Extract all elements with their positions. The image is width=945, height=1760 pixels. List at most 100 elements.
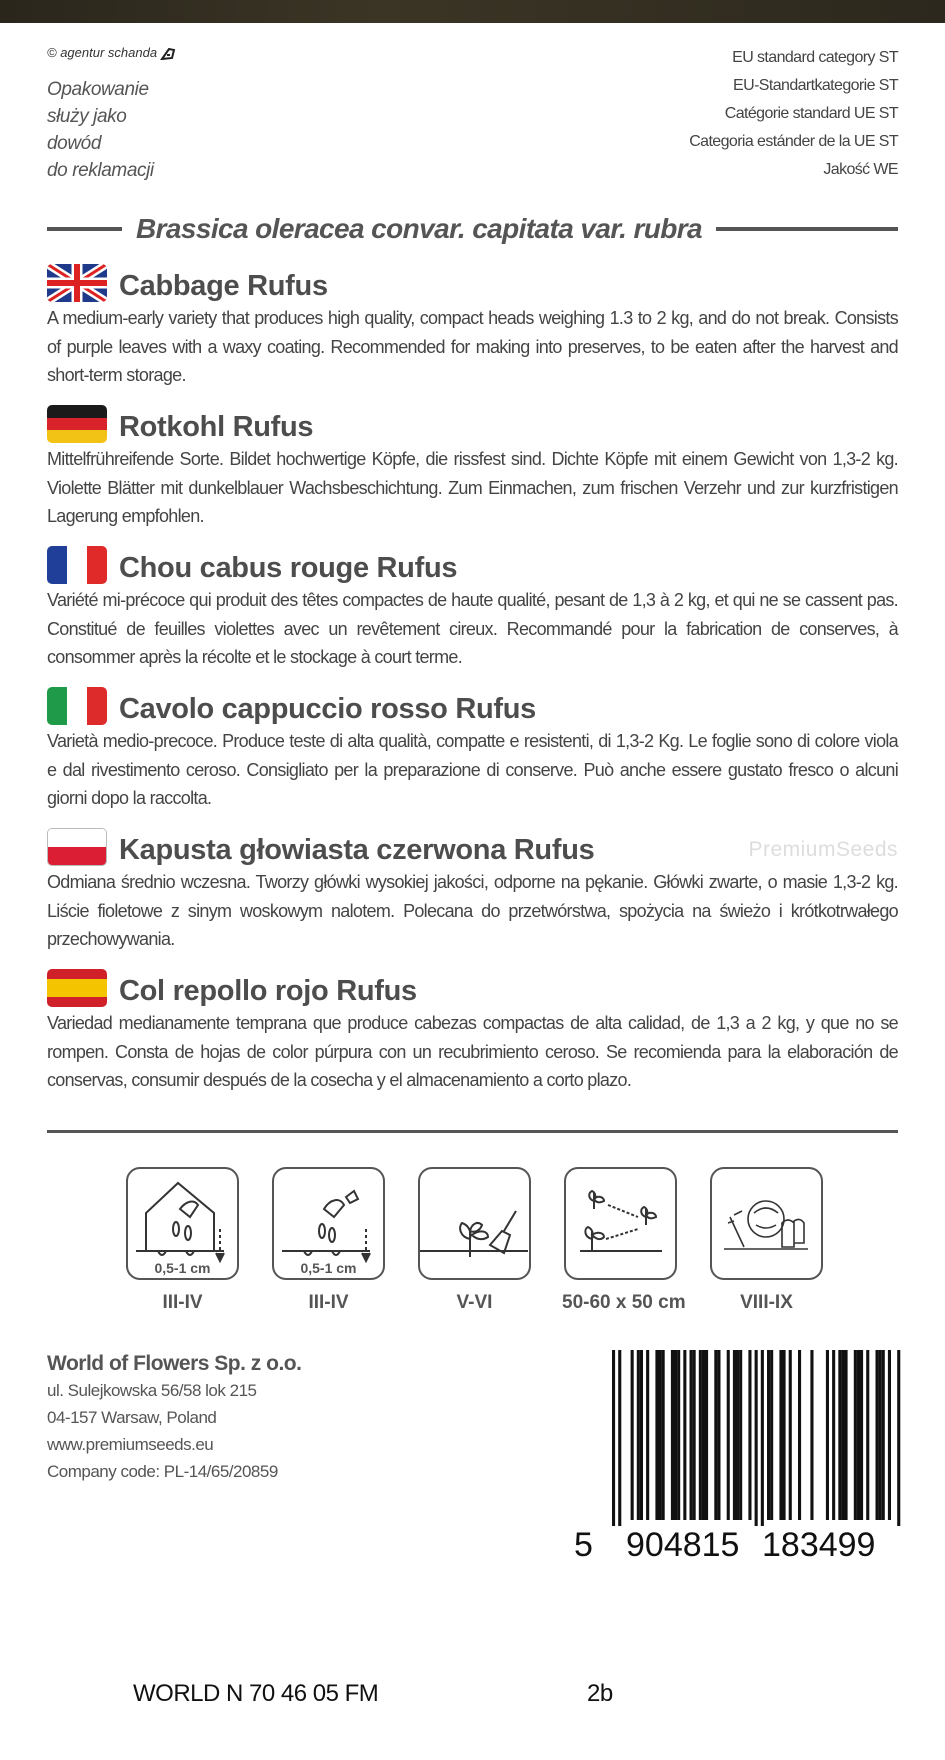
greenhouse-sowing-icon <box>136 1181 225 1264</box>
barcode-bar <box>689 1350 693 1520</box>
section-spanish: Col repollo rojo Rufus Variedad medianam… <box>47 967 899 1108</box>
barcode-bar <box>636 1350 640 1520</box>
barcode-bar <box>714 1350 718 1520</box>
barcode-bar <box>630 1350 634 1520</box>
barcode-bar <box>767 1350 771 1520</box>
barcode-bar <box>881 1350 885 1520</box>
sowing-depth: 0,5-1 cm <box>154 1260 211 1276</box>
section-title: Rotkohl Rufus <box>119 411 314 443</box>
cultivation-harvest: VIII-IX <box>708 1167 825 1314</box>
section-title: Cabbage Rufus <box>119 270 328 302</box>
section-text: Mittelfrühreifende Sorte. Bildet hochwer… <box>47 449 899 526</box>
sowing-months: III-IV <box>308 1292 349 1313</box>
barcode-bar <box>670 1350 674 1520</box>
barcode-bar <box>701 1350 705 1520</box>
category-line: Categoria estánder de la UE ST <box>689 133 898 150</box>
barcode-bar <box>736 1350 740 1520</box>
barcode-bar <box>646 1350 650 1520</box>
barcode-bar <box>853 1350 857 1520</box>
cultivation-outdoor: 0,5-1 cm III-IV <box>270 1167 387 1314</box>
section-text: Variété mi-précoce qui produit des têtes… <box>47 590 899 667</box>
section-title: Chou cabus rouge Rufus <box>119 552 458 584</box>
company-name: World of Flowers Sp. z o.o. <box>47 1352 302 1375</box>
france-flag-icon <box>47 546 107 584</box>
barcode-bar <box>639 1350 643 1520</box>
language-sections: Cabbage Rufus A medium-early variety tha… <box>47 262 899 1108</box>
italy-flag-icon <box>47 687 107 725</box>
note-line: dowód <box>47 133 101 154</box>
barcode-bar <box>866 1350 870 1520</box>
rule-right <box>716 227 898 231</box>
barcode-bar <box>887 1350 891 1520</box>
print-code: WORLD N 70 46 05 FM <box>133 1680 379 1707</box>
complaint-note: Opakowanie służy jako dowód do reklamacj… <box>47 76 154 184</box>
uk-flag-icon <box>47 264 107 302</box>
barcode-bar <box>705 1350 709 1520</box>
section-english: Cabbage Rufus A medium-early variety tha… <box>47 262 899 403</box>
agency-logo-icon <box>160 47 176 60</box>
note-line: do reklamacji <box>47 160 154 181</box>
cultivation-greenhouse: 0,5-1 cm III-IV <box>124 1167 241 1314</box>
section-italian: Cavolo cappuccio rosso Rufus Varietà med… <box>47 685 899 826</box>
transplant-months: V-VI <box>456 1292 493 1313</box>
barcode-bar <box>770 1350 774 1520</box>
section-text: A medium-early variety that produces hig… <box>47 308 899 385</box>
barcode-bar <box>798 1350 802 1520</box>
quality-categories: EU standard category ST EU-Standartkateg… <box>689 44 898 184</box>
cultivation-spacing: 50-60 x 50 cm <box>562 1167 686 1314</box>
section-french: Chou cabus rouge Rufus Variété mi-précoc… <box>47 544 899 685</box>
barcode-bar <box>832 1350 836 1520</box>
print-variant: 2b <box>587 1680 613 1707</box>
category-line: Jakość WE <box>823 161 898 178</box>
barcode-bar <box>844 1350 848 1520</box>
watermark: PremiumSeeds <box>748 838 898 861</box>
barcode-bar <box>661 1350 665 1520</box>
barcode-bar <box>698 1350 702 1520</box>
section-title: Col repollo rojo Rufus <box>119 975 417 1007</box>
section-text: Varietà medio-precoce. Produce teste di … <box>47 731 899 808</box>
barcode-digits-right: 183499 <box>762 1526 875 1560</box>
outdoor-sowing-icon <box>282 1189 371 1264</box>
copyright: © agentur schanda <box>47 45 176 60</box>
latin-name-heading: Brassica oleracea convar. capitata var. … <box>47 208 898 250</box>
barcode-bar <box>692 1350 696 1520</box>
barcode-digits-left: 904815 <box>626 1526 739 1560</box>
category-line: Catégorie standard UE ST <box>724 105 899 122</box>
harvest-icon <box>724 1200 808 1250</box>
barcode-bar <box>838 1350 842 1520</box>
latin-name: Brassica oleracea convar. capitata var. … <box>136 213 703 244</box>
barcode-bar <box>717 1350 721 1520</box>
barcode-bar <box>677 1350 681 1520</box>
copyright-text: © agentur schanda <box>47 45 158 60</box>
transplanting-icon <box>420 1210 528 1257</box>
rule-left <box>47 227 122 231</box>
note-line: Opakowanie <box>47 79 149 100</box>
barcode-bar <box>860 1350 864 1520</box>
barcode-bar <box>760 1350 764 1526</box>
sowing-months: III-IV <box>162 1292 203 1313</box>
barcode-bar <box>841 1350 845 1520</box>
barcode-bar <box>875 1350 879 1520</box>
company-city: 04-157 Warsaw, Poland <box>47 1408 217 1427</box>
harvest-months: VIII-IX <box>740 1292 793 1313</box>
barcode-bar <box>825 1350 829 1520</box>
barcode-bar <box>683 1350 687 1520</box>
divider <box>47 1130 898 1133</box>
cultivation-transplant: V-VI <box>416 1167 533 1314</box>
top-band <box>0 0 945 23</box>
barcode-bar <box>779 1350 783 1520</box>
company-info: World of Flowers Sp. z o.o. ul. Sulejkow… <box>47 1350 302 1485</box>
barcode-bar <box>732 1350 736 1520</box>
barcode-bar <box>612 1350 616 1526</box>
sowing-depth: 0,5-1 cm <box>300 1260 357 1276</box>
barcode-bar <box>739 1350 743 1520</box>
section-polish: Kapusta głowiasta czerwona Rufus Premium… <box>47 826 899 967</box>
section-german: Rotkohl Rufus Mittelfrühreifende Sorte. … <box>47 403 899 544</box>
company-code: Company code: PL-14/65/20859 <box>47 1462 278 1481</box>
spain-flag-icon <box>47 969 107 1007</box>
plant-spacing: 50-60 x 50 cm <box>562 1292 686 1313</box>
barcode-bar <box>878 1350 882 1520</box>
category-line: EU-Standartkategorie ST <box>733 77 899 94</box>
barcode-bar <box>788 1350 792 1520</box>
note-line: służy jako <box>47 106 127 127</box>
